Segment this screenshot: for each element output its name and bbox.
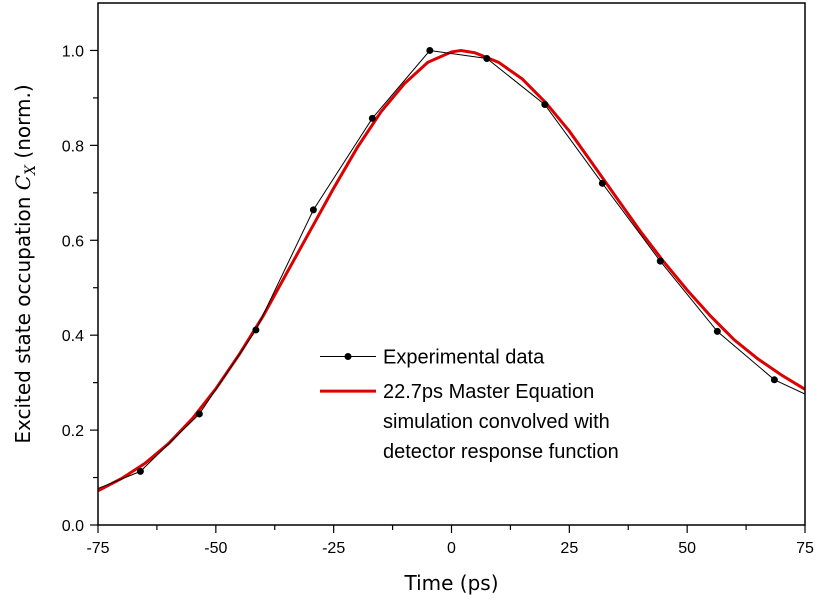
y-axis-title-unit: (norm.) <box>11 84 35 165</box>
experimental-data-point <box>598 179 606 187</box>
y-tick-label: 0.8 <box>62 138 84 155</box>
axes: -75 -50 -25 0 25 50 75 0.0 0.2 0.4 0.6 0.8 1.0 <box>62 2 814 557</box>
x-tick-label: 0 <box>447 540 456 557</box>
y-tick-label: 1.0 <box>62 43 84 60</box>
x-tick-label: 50 <box>678 540 696 557</box>
plot-area <box>98 46 805 493</box>
x-tick-label: -25 <box>322 540 345 557</box>
experimental-data-point <box>656 257 664 265</box>
y-axis-title-symbol: C <box>11 175 35 190</box>
series-group <box>98 46 805 493</box>
x-tick-label: -50 <box>204 540 227 557</box>
experimental-data-point <box>713 327 721 335</box>
experimental-data-point <box>309 206 317 214</box>
y-tick-label: 0.6 <box>62 233 84 250</box>
experimental-data-point <box>541 101 549 109</box>
legend-experimental-label: Experimental data <box>383 347 545 369</box>
experimental-data-point <box>368 114 376 122</box>
y-tick-label: 0.2 <box>62 423 84 440</box>
legend-experimental-marker <box>344 353 352 361</box>
legend-simulation-label-line: simulation convolved with <box>383 411 610 433</box>
legend-simulation-label-line: detector response function <box>383 441 619 463</box>
experimental-data-point <box>252 326 260 334</box>
experimental-data-point <box>483 55 491 63</box>
x-tick-label: 75 <box>796 540 814 557</box>
legend-simulation-label-line: 22.7ps Master Equation <box>383 381 594 403</box>
y-tick-label: 0.0 <box>62 518 84 535</box>
experimental-data-point <box>770 376 778 384</box>
experimental-data-point <box>136 467 144 475</box>
legend-simulation-label: 22.7ps Master Equation simulation convolv… <box>383 381 619 463</box>
experimental-data-point <box>426 46 434 54</box>
legend: Experimental data 22.7ps Master Equation s… <box>320 347 619 463</box>
y-axis-title-text: Excited state occupation <box>11 190 35 443</box>
y-axis-title-subscript: X <box>23 164 39 176</box>
x-tick-label: 25 <box>560 540 578 557</box>
experimental-data-point <box>195 410 203 418</box>
y-axis-title: Excited state occupation CX (norm.) <box>11 84 39 443</box>
x-tick-label: -75 <box>86 540 109 557</box>
x-axis-title: Time (ps) <box>403 571 498 595</box>
y-tick-label: 0.4 <box>62 328 84 345</box>
